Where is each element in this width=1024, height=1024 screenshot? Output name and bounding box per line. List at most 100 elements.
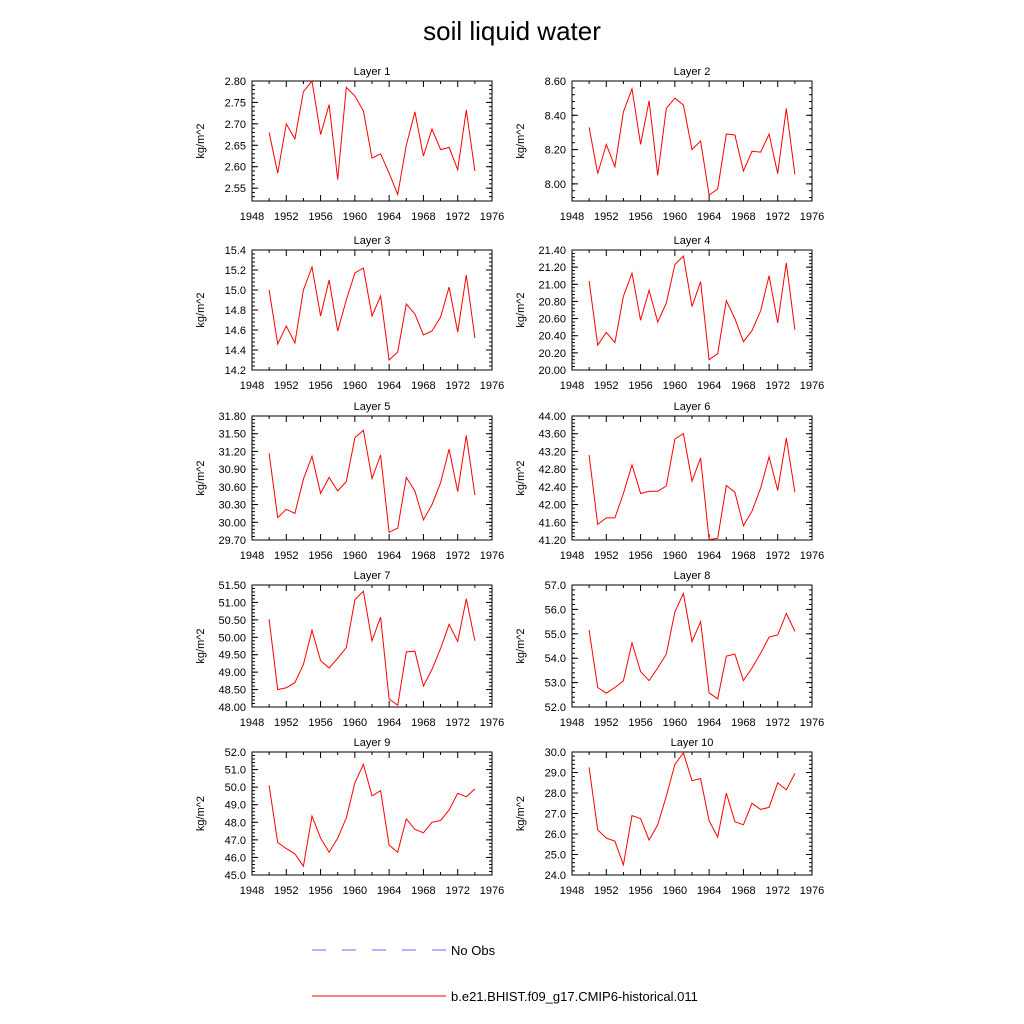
y-tick-label: 42.40: [538, 482, 566, 494]
x-tick-label: 1948: [560, 550, 584, 562]
x-tick-label: 1968: [411, 211, 435, 223]
series-line: [268, 79, 476, 197]
y-tick-label: 50.0: [225, 782, 246, 794]
panel-title: Layer 10: [671, 737, 714, 749]
y-tick-label: 2.70: [225, 119, 246, 131]
x-tick-label: 1952: [274, 717, 298, 729]
y-tick-label: 30.0: [545, 747, 566, 759]
series-line: [268, 590, 476, 707]
x-tick-label: 1948: [240, 717, 264, 729]
x-tick-label: 1968: [731, 885, 755, 897]
y-tick-label: 51.0: [225, 765, 246, 777]
y-tick-label: 29.70: [218, 535, 246, 547]
y-tick-label: 14.8: [225, 305, 246, 317]
x-tick-label: 1976: [800, 717, 824, 729]
y-tick-label: 14.2: [225, 365, 246, 377]
x-tick-label: 1972: [765, 885, 789, 897]
panel-title: Layer 6: [674, 401, 711, 413]
x-tick-label: 1948: [240, 211, 264, 223]
legend-model-label: b.e21.BHIST.f09_g17.CMIP6-historical.011: [451, 989, 698, 1004]
y-tick-label: 50.00: [218, 632, 246, 644]
y-tick-label: 44.00: [538, 411, 566, 423]
panel-layer-8: Layer 8 kg/m^2 1948 1952 1956 1960 1964 1968 197…: [515, 570, 824, 729]
y-tick-label: 27.0: [545, 809, 566, 821]
series-line: [588, 751, 796, 867]
x-tick-label: 1976: [800, 380, 824, 392]
x-tick-label: 1960: [663, 211, 687, 223]
x-tick-label: 1972: [445, 211, 469, 223]
y-tick-label: 31.50: [218, 429, 246, 441]
y-tick-label: 25.0: [545, 850, 566, 862]
x-tick-label: 1960: [343, 885, 367, 897]
y-tick-label: 30.00: [218, 517, 246, 529]
y-tick-label: 29.0: [545, 768, 566, 780]
x-tick-label: 1948: [240, 380, 264, 392]
x-tick-label: 1948: [560, 885, 584, 897]
x-tick-label: 1956: [628, 717, 652, 729]
panel-title: Layer 1: [354, 66, 391, 78]
x-tick-label: 1956: [308, 550, 332, 562]
y-tick-label: 30.90: [218, 464, 246, 476]
panel-layer-4: Layer 4 kg/m^2 1948 1952 1956 1960 1964 1968 197…: [515, 235, 824, 392]
y-tick-label: 49.0: [225, 800, 246, 812]
y-tick-label: 8.40: [545, 110, 566, 122]
y-tick-label: 21.00: [538, 279, 566, 291]
legend-obs-label: No Obs: [451, 943, 496, 958]
plot-frame: [571, 249, 813, 371]
y-tick-label: 20.20: [538, 348, 566, 360]
x-tick-label: 1968: [411, 550, 435, 562]
x-tick-label: 1976: [480, 380, 504, 392]
x-tick-label: 1976: [800, 211, 824, 223]
x-tick-label: 1952: [594, 717, 618, 729]
x-tick-label: 1960: [663, 380, 687, 392]
x-tick-label: 1968: [731, 550, 755, 562]
y-axis-label: kg/m^2: [195, 292, 207, 327]
series-line: [268, 429, 476, 534]
panels: Layer 1 kg/m^2 1948 1952 1956 1960 1964 1968 197…: [195, 66, 824, 897]
y-tick-label: 47.0: [225, 835, 246, 847]
x-tick-label: 1960: [343, 211, 367, 223]
panel-title: Layer 9: [354, 737, 391, 749]
x-tick-label: 1952: [594, 380, 618, 392]
plot-frame: [251, 80, 493, 202]
y-tick-label: 15.4: [225, 245, 246, 257]
y-tick-label: 21.20: [538, 262, 566, 274]
y-tick-label: 2.75: [225, 97, 246, 109]
y-tick-label: 55.0: [545, 629, 566, 641]
x-tick-label: 1964: [697, 550, 721, 562]
y-tick-label: 8.60: [545, 76, 566, 88]
plot-frame: [571, 751, 813, 876]
plot-frame: [571, 80, 813, 202]
y-tick-label: 52.0: [545, 702, 566, 714]
panel-title: Layer 4: [674, 235, 711, 247]
figure-title: soil liquid water: [423, 16, 601, 46]
x-tick-label: 1956: [308, 885, 332, 897]
y-tick-label: 14.4: [225, 345, 246, 357]
panel-layer-5: Layer 5 kg/m^2 1948 1952 1956 1960 1964 1968 197…: [195, 401, 504, 562]
x-tick-label: 1964: [697, 717, 721, 729]
plot-frame: [571, 584, 813, 708]
y-tick-label: 8.20: [545, 145, 566, 157]
x-tick-label: 1976: [480, 885, 504, 897]
y-tick-label: 56.0: [545, 604, 566, 616]
y-tick-label: 24.0: [545, 870, 566, 882]
series-line: [588, 591, 796, 700]
x-tick-label: 1956: [628, 885, 652, 897]
x-tick-label: 1948: [560, 717, 584, 729]
x-tick-label: 1968: [731, 211, 755, 223]
x-tick-label: 1956: [308, 211, 332, 223]
y-tick-label: 48.50: [218, 685, 246, 697]
x-tick-label: 1964: [377, 550, 401, 562]
x-tick-label: 1964: [377, 717, 401, 729]
y-tick-label: 31.20: [218, 446, 246, 458]
x-tick-label: 1964: [697, 211, 721, 223]
y-tick-label: 51.50: [218, 580, 246, 592]
panel-layer-6: Layer 6 kg/m^2 1948 1952 1956 1960 1964 1968 197…: [515, 401, 824, 562]
x-tick-label: 1968: [731, 380, 755, 392]
x-tick-label: 1972: [445, 717, 469, 729]
y-tick-label: 20.80: [538, 296, 566, 308]
x-tick-label: 1956: [628, 550, 652, 562]
y-tick-label: 30.30: [218, 500, 246, 512]
series-line: [588, 86, 796, 196]
x-tick-label: 1972: [445, 885, 469, 897]
